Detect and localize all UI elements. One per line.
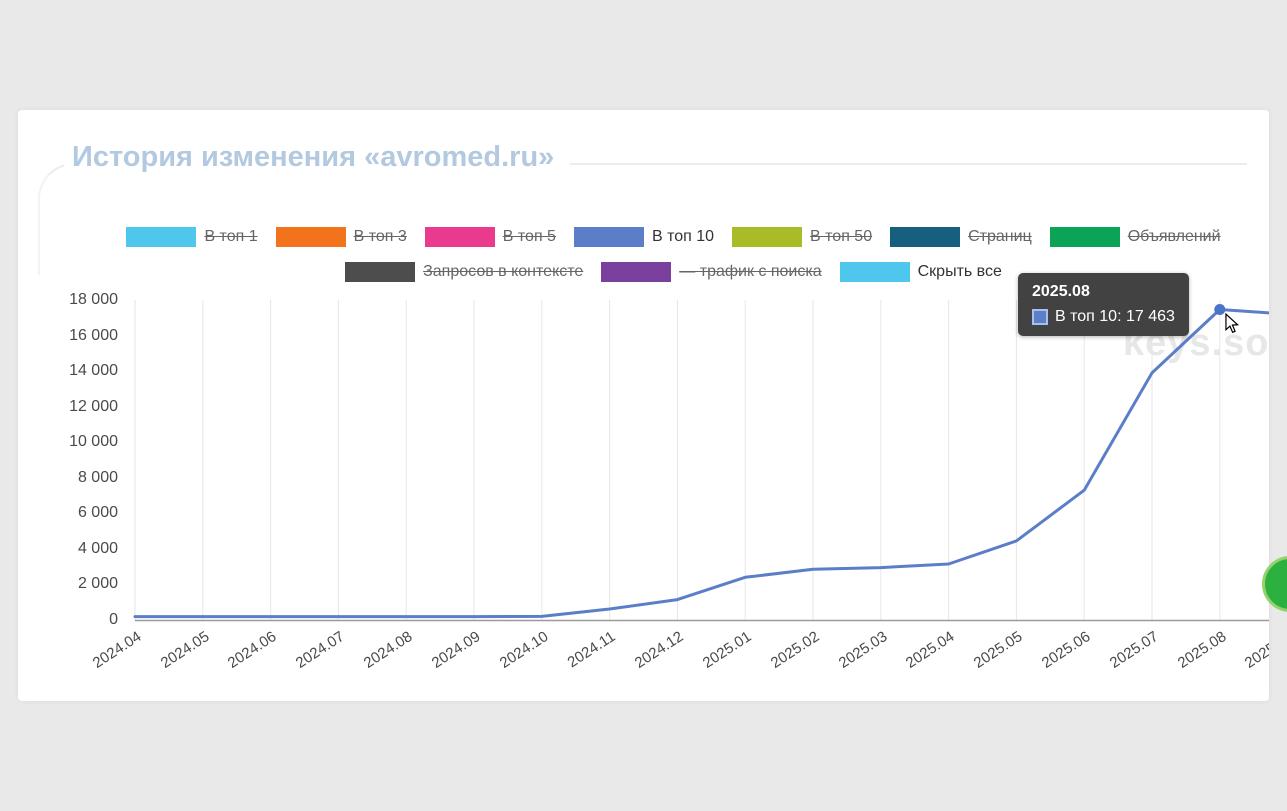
tooltip-row: В топ 10: 17 463 [1032, 308, 1175, 326]
x-axis-label: 2025.05 [970, 628, 1026, 672]
legend-swatch [732, 227, 803, 247]
legend-item-1[interactable]: В топ 1 [126, 227, 258, 247]
x-axis-label: 2025.03 [835, 628, 891, 672]
y-axis-label: 2 000 [77, 575, 118, 593]
legend-label: Скрыть все [917, 263, 1002, 280]
legend-item-10[interactable]: Скрыть все [839, 262, 1002, 282]
x-axis-label: 2025.01 [699, 628, 755, 672]
plot-svg [133, 300, 1269, 622]
x-axis-label: 2024.09 [428, 628, 484, 672]
legend-label: В топ 10 [651, 228, 715, 245]
y-axis-label: 4 000 [77, 539, 118, 557]
legend-swatch [1049, 227, 1120, 247]
x-axis-label: 2024.06 [225, 628, 280, 672]
tooltip-title: 2025.08 [1032, 283, 1090, 300]
x-axis-label: 2024.11 [565, 628, 619, 672]
x-axis-label: 2025.06 [1038, 628, 1094, 672]
legend-item-9[interactable]: — трафик с поиска [601, 262, 822, 282]
legend-item-7[interactable]: Объявлений [1049, 227, 1221, 247]
legend-row: Запросов в контексте — трафик с поиска Скр… [78, 262, 1269, 282]
legend-label: В топ 1 [204, 228, 258, 245]
series-line-top10 [133, 308, 1269, 619]
y-axis-label: 18 000 [69, 291, 118, 308]
x-axis-label: 2025.07 [1106, 628, 1162, 672]
legend-swatch [275, 227, 346, 247]
page-title: История изменения «avromed.ru» [64, 139, 571, 180]
legend-swatch [839, 262, 910, 282]
legend-item-4[interactable]: В топ 10 [573, 227, 715, 247]
legend-item-2[interactable]: В топ 3 [275, 227, 407, 247]
legend-swatch [424, 227, 495, 247]
legend-item-5[interactable]: В топ 50 [732, 227, 872, 247]
y-axis-label: 8 000 [77, 468, 118, 486]
legend-label: В топ 3 [353, 228, 407, 245]
x-axis-label: 2025.02 [767, 628, 823, 672]
chart-tooltip: 2025.08 В топ 10: 17 463 [1018, 273, 1189, 336]
x-axis-label: 2025.08 [1174, 628, 1230, 672]
legend-label: Запросов в контексте [423, 263, 584, 280]
legend-swatch [573, 227, 644, 247]
x-axis-label: 2024.08 [360, 628, 416, 672]
y-axis-label: 6 000 [77, 504, 118, 522]
x-axis-label: 2024.04 [89, 628, 145, 672]
legend-item-6[interactable]: Страниц [890, 227, 1032, 247]
x-axis-label: 2024.12 [631, 628, 687, 672]
y-axis-label: 14 000 [69, 362, 118, 380]
legend-label: Объявлений [1127, 228, 1221, 245]
legend-label: Страниц [968, 228, 1032, 245]
legend-row: В топ 1 В топ 3 В топ 5 В топ 10 В топ 50 Стр… [78, 227, 1269, 247]
y-axis-label: 12 000 [69, 397, 118, 415]
x-axis-label: 2025.09 [1242, 628, 1269, 672]
x-axis-label: 2024.10 [496, 628, 552, 672]
y-axis-label: 0 [109, 611, 118, 628]
legend-label: В топ 5 [502, 228, 556, 245]
legend-swatch [345, 262, 416, 282]
x-axis-label: 2024.05 [157, 628, 213, 672]
legend-swatch [126, 227, 197, 247]
legend-swatch [890, 227, 961, 247]
highlighted-point[interactable] [1214, 304, 1226, 316]
y-axis-label: 16 000 [69, 326, 118, 344]
tooltip-value: В топ 10: 17 463 [1055, 308, 1175, 325]
legend-label: В топ 50 [810, 228, 873, 245]
y-axis-label: 10 000 [69, 433, 118, 451]
legend-swatch [601, 262, 672, 282]
legend-item-3[interactable]: В топ 5 [424, 227, 556, 247]
tooltip-series-swatch [1032, 309, 1048, 325]
legend-item-8[interactable]: Запросов в контексте [345, 262, 583, 282]
legend-label: — трафик с поиска [679, 263, 822, 280]
x-axis-label: 2025.04 [903, 628, 958, 672]
x-axis-label: 2024.07 [292, 628, 348, 672]
